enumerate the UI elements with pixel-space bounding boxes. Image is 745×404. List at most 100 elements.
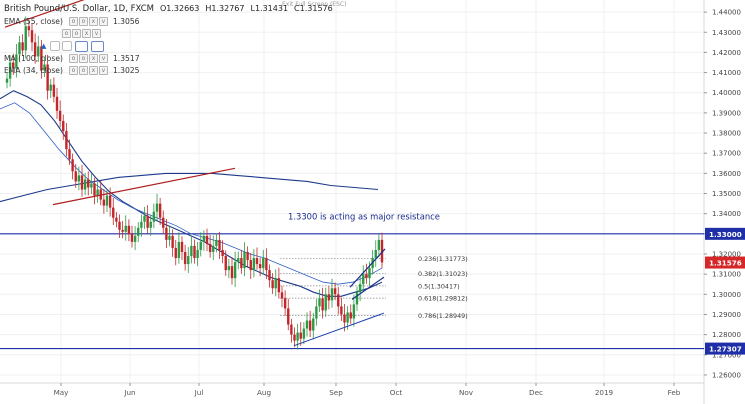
candle-body [346, 312, 349, 323]
candle-body [102, 199, 106, 206]
candle-body [43, 64, 46, 71]
grid-lines [0, 0, 704, 382]
candle-body [246, 251, 249, 261]
candle-body [58, 110, 62, 121]
candle-body [327, 294, 331, 301]
candle-body [158, 203, 162, 218]
candle-body [52, 84, 56, 97]
indicator-value: 1.3056 [112, 16, 140, 26]
remove-icon[interactable]: x [88, 66, 98, 76]
candle-body [362, 274, 365, 285]
settings-icon[interactable]: o [72, 29, 81, 39]
x-tick-label: Sep [329, 388, 343, 397]
x-tick-label: Aug [257, 388, 271, 397]
candle-body [299, 332, 302, 339]
settings-icon[interactable]: o [78, 16, 88, 26]
fib-level-label: 0.236(1.31773) [418, 255, 468, 263]
indicator-value: 1.3517 [112, 53, 140, 63]
remove-icon[interactable]: x [88, 16, 98, 26]
candle-body [280, 292, 284, 299]
candle-body [165, 227, 168, 240]
candle-body [283, 298, 287, 309]
candle-body [215, 239, 218, 246]
fib-level-label: 0.786(1.28949) [418, 312, 468, 320]
indicator-row-3[interactable]: ▲ [4, 40, 333, 52]
candle-body [368, 268, 371, 279]
candle-body [18, 42, 21, 55]
candle-body [146, 215, 149, 228]
candle-body [127, 225, 131, 234]
candle-body [46, 64, 49, 91]
candle-body [130, 233, 134, 242]
remove-icon[interactable]: x [82, 29, 91, 39]
x-tick-label: Feb [668, 388, 681, 397]
candle-body [152, 211, 156, 222]
candle-body [180, 241, 184, 252]
candle-body [296, 332, 299, 341]
indicator-buttons: o o x v [68, 66, 108, 76]
more-icon[interactable]: v [98, 53, 108, 63]
indicator-row-ma100[interactable]: MA (100, close) o o x v 1.3517 [4, 52, 333, 64]
ohlc-open: O1.32663 [159, 4, 200, 14]
candle-body [205, 235, 209, 244]
candles [5, 16, 384, 350]
candle-body [24, 26, 27, 51]
candle-body [93, 183, 96, 196]
candle-body [40, 46, 43, 71]
candle-body [315, 306, 318, 319]
candle-body [208, 243, 212, 252]
candle-body [324, 294, 327, 311]
price-badge-label: 1.31576 [709, 259, 742, 268]
more-icon[interactable]: v [92, 29, 101, 39]
visibility-icon[interactable]: o [68, 16, 78, 26]
lock-icon[interactable] [62, 41, 72, 52]
more-icon[interactable]: v [98, 16, 108, 26]
indicator-row-2[interactable]: o o x v [4, 28, 333, 40]
indicator-row-ema34[interactable]: EMA (34, close) o o x v 1.3025 [4, 64, 333, 76]
indicator-value: 1.3025 [112, 65, 140, 75]
eye-icon[interactable] [50, 41, 60, 52]
chart-object-icon[interactable] [75, 40, 88, 52]
candle-body [349, 312, 352, 319]
y-tick-label: 1.32000 [712, 250, 741, 258]
candle-body [115, 217, 118, 222]
candle-body [190, 245, 193, 257]
ohlc-close: C1.31576 [294, 4, 333, 14]
collapse-icon[interactable]: ▲ [41, 41, 47, 50]
candle-body [65, 131, 68, 150]
settings-icon[interactable]: o [78, 53, 88, 63]
candle-body [377, 239, 381, 250]
candle-body [355, 292, 359, 305]
candle-body [255, 258, 259, 265]
candle-body [8, 62, 12, 79]
indicator-row-ema55[interactable]: EMA (55, close) o o x v 1.3056 [4, 15, 333, 27]
candle-body [74, 171, 77, 182]
candle-body [221, 249, 224, 257]
y-tick-label: 1.39000 [712, 109, 741, 117]
remove-icon[interactable]: x [88, 53, 98, 63]
candle-body [90, 183, 93, 188]
y-tick-label: 1.34000 [712, 210, 741, 218]
indicator-name: EMA (34, close) [4, 65, 63, 75]
candle-body [193, 245, 196, 259]
candle-body [77, 175, 81, 182]
candle-body [271, 280, 274, 289]
candle-body [290, 324, 293, 335]
visibility-icon[interactable]: o [62, 29, 71, 39]
chart-object-icon[interactable] [91, 40, 104, 52]
exit-fullscreen-hint[interactable]: Exit Full Screen (ESC) [282, 1, 347, 8]
y-tick-label: 1.28000 [712, 331, 741, 339]
candle-body [27, 26, 31, 31]
visibility-icon[interactable]: o [68, 66, 78, 76]
candle-body [30, 30, 34, 43]
candle-body [87, 179, 90, 188]
candle-body [108, 195, 112, 208]
candle-body [124, 225, 127, 232]
candle-body [230, 266, 234, 279]
more-icon[interactable]: v [98, 66, 108, 76]
settings-icon[interactable]: o [78, 66, 88, 76]
candle-body [133, 235, 137, 242]
price-badge [705, 256, 745, 269]
visibility-icon[interactable]: o [68, 53, 78, 63]
